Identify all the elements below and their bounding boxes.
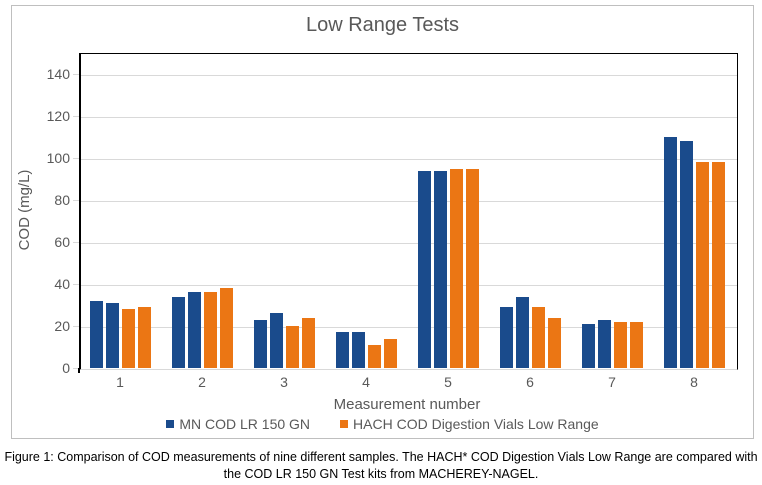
x-axis-origin-tick xyxy=(78,368,80,373)
legend-swatch-icon xyxy=(340,420,349,428)
y-tick-mark xyxy=(73,284,79,285)
y-tick-label: 60 xyxy=(54,234,70,250)
y-tick-label: 120 xyxy=(46,108,70,124)
x-tick-label: 6 xyxy=(526,374,534,390)
y-tick-mark xyxy=(73,368,79,369)
x-axis-title: Measurement number xyxy=(333,396,481,413)
x-tick-label: 2 xyxy=(198,374,206,390)
y-tick-mark xyxy=(73,200,79,201)
y-tick-label: 40 xyxy=(54,276,70,292)
legend-label: HACH COD Digestion Vials Low Range xyxy=(353,416,599,432)
y-tick-label: 20 xyxy=(54,318,70,334)
legend-swatch-icon xyxy=(166,420,175,428)
x-tick-label: 1 xyxy=(116,374,124,390)
x-tick-label: 4 xyxy=(362,374,370,390)
legend-item: HACH COD Digestion Vials Low Range xyxy=(340,416,599,432)
gridline xyxy=(81,200,737,202)
y-tick-mark xyxy=(73,116,79,117)
gridline xyxy=(81,284,737,286)
x-tick-label: 5 xyxy=(444,374,452,390)
y-tick-mark xyxy=(73,74,79,75)
plot-area xyxy=(79,53,738,370)
y-tick-label: 100 xyxy=(46,150,70,166)
x-axis-tick-labels: 1 2 3 4 5 6 7 8 xyxy=(79,374,735,390)
chart-title: Low Range Tests xyxy=(305,14,460,36)
y-tick-mark xyxy=(73,158,79,159)
y-tick-mark xyxy=(73,242,79,243)
x-tick-label: 3 xyxy=(280,374,288,390)
y-tick-mark xyxy=(73,326,79,327)
legend-label: MN COD LR 150 GN xyxy=(179,416,311,432)
gridline xyxy=(81,158,737,160)
y-tick-label: 80 xyxy=(54,192,70,208)
gridline xyxy=(81,242,737,244)
figure-caption: Figure 1: Comparison of COD measurements… xyxy=(4,450,758,481)
x-tick-label: 8 xyxy=(690,374,698,390)
gridline xyxy=(81,326,737,328)
y-tick-label: 0 xyxy=(62,360,70,376)
legend: MN COD LR 150 GN HACH COD Digestion Vials… xyxy=(11,416,754,432)
gridline xyxy=(81,74,737,76)
x-tick-label: 7 xyxy=(608,374,616,390)
y-tick-label: 140 xyxy=(46,66,70,82)
gridline xyxy=(81,116,737,118)
legend-item: MN COD LR 150 GN xyxy=(166,416,310,432)
